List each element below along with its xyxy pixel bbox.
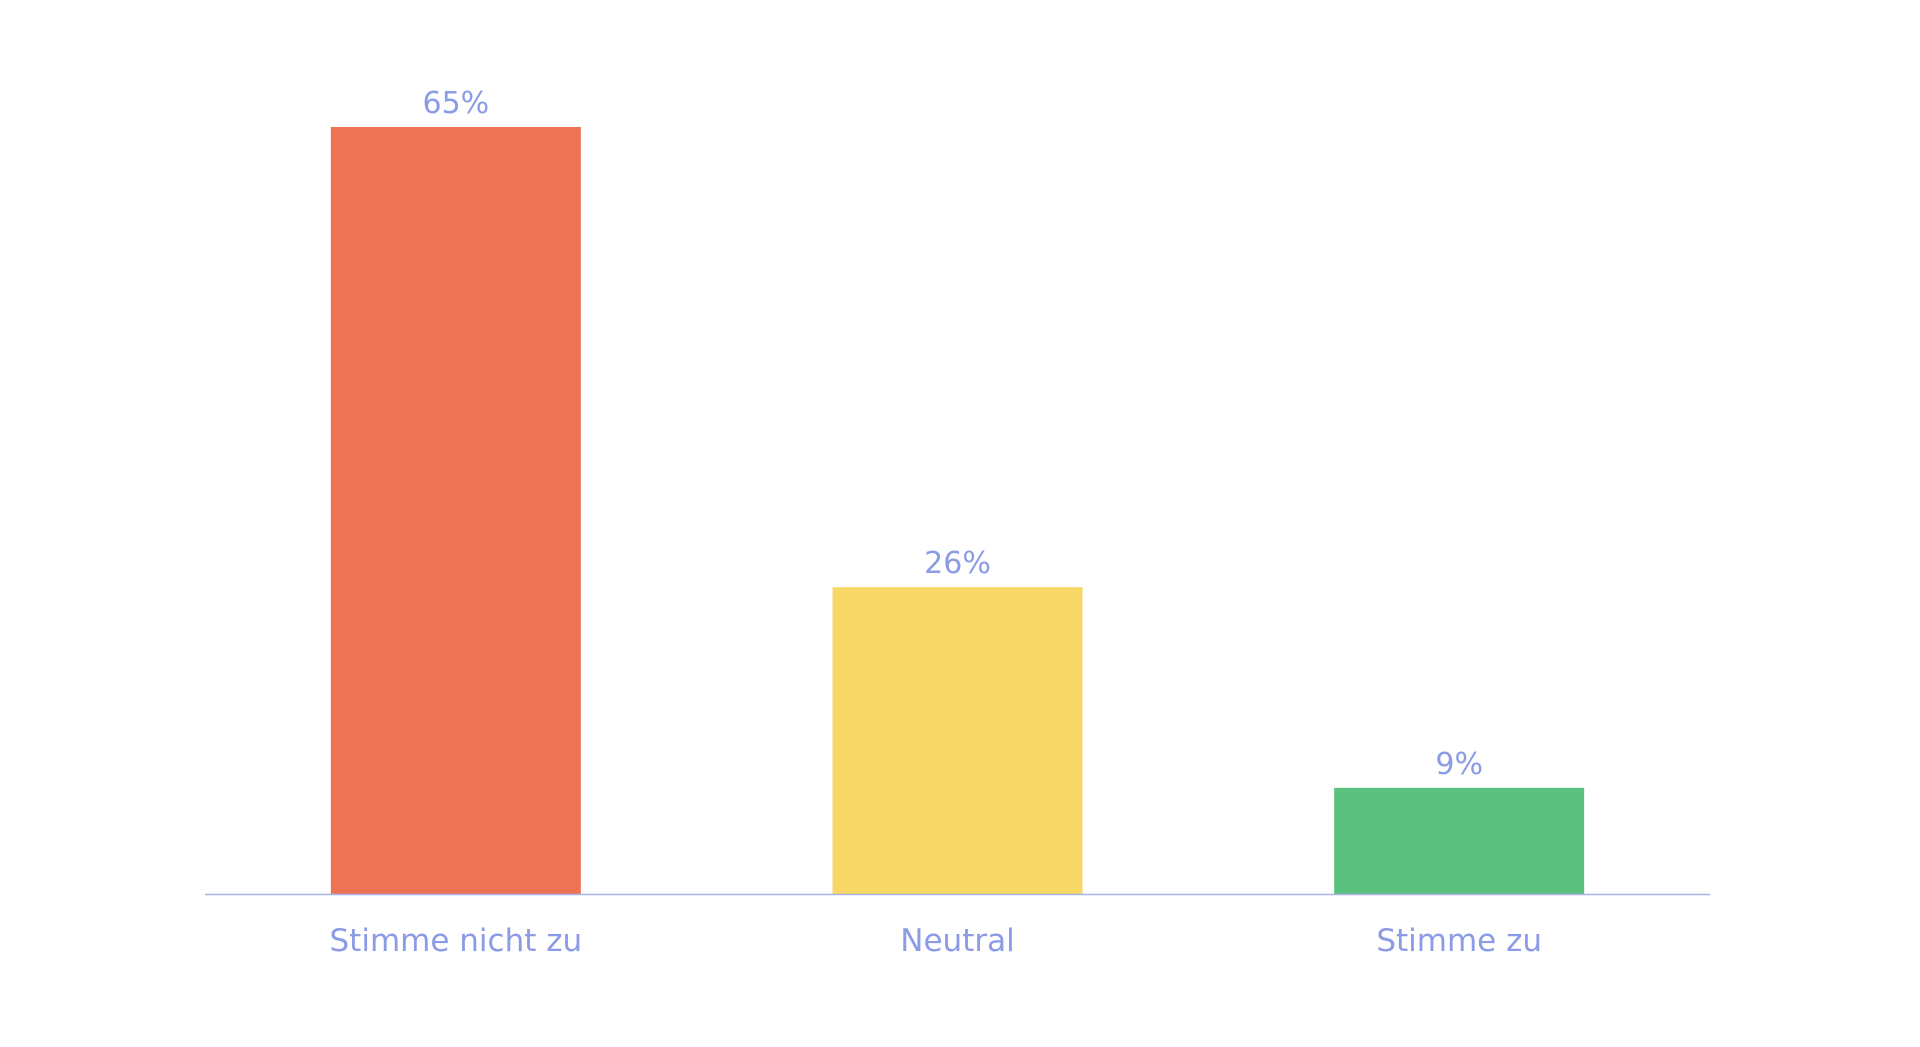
x-tick-labels-group: Stimme nicht zu Neutral Stimme zu: [330, 923, 1543, 959]
value-labels-group: 65% 26% 9%: [422, 86, 1482, 782]
x-tick-label-stimme-nicht-zu: Stimme nicht zu: [330, 923, 583, 959]
x-tick-label-neutral: Neutral: [900, 923, 1014, 959]
bar-stimme-nicht-zu: [330, 127, 581, 894]
x-tick-label-stimme-zu: Stimme zu: [1376, 923, 1542, 959]
bar-stimme-zu: [1334, 787, 1585, 894]
value-label-stimme-zu: 9%: [1435, 747, 1483, 782]
bars-group: [330, 127, 1585, 894]
value-label-neutral: 26%: [924, 546, 991, 581]
value-label-stimme-nicht-zu: 65%: [422, 86, 489, 121]
bar-neutral: [832, 587, 1083, 894]
